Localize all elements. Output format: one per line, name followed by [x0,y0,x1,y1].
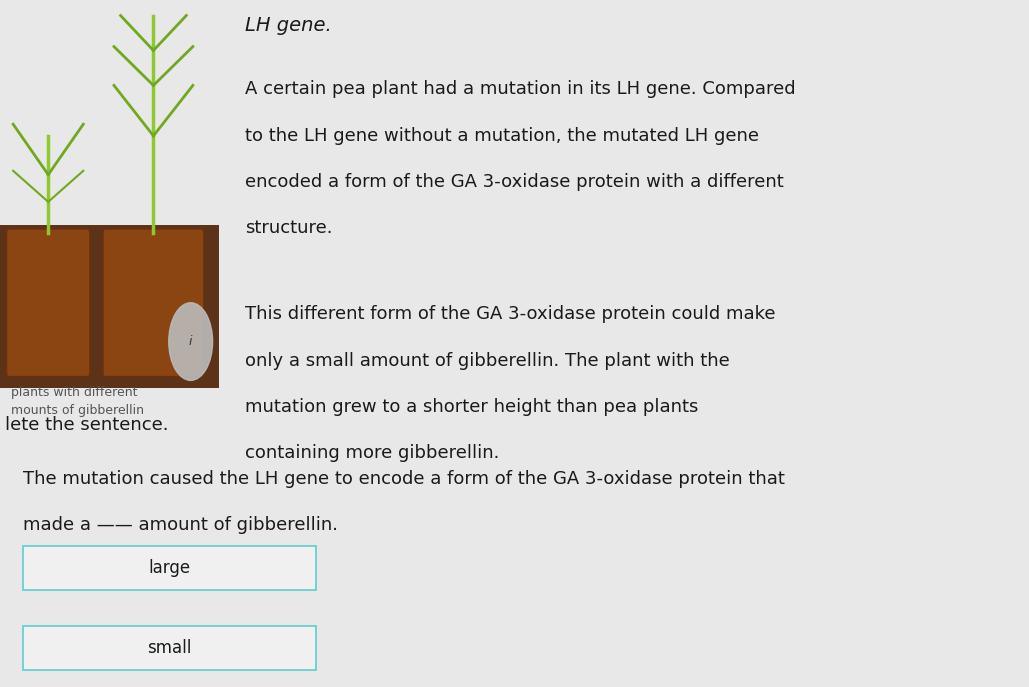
FancyBboxPatch shape [6,229,90,376]
Text: The mutation caused the LH gene to encode a form of the GA 3-oxidase protein tha: The mutation caused the LH gene to encod… [23,471,784,488]
Text: lete the sentence.: lete the sentence. [5,416,169,434]
Circle shape [169,303,213,381]
FancyBboxPatch shape [23,626,316,670]
Text: containing more gibberellin.: containing more gibberellin. [246,444,500,462]
Text: small: small [147,639,191,657]
Text: plants with different
mounts of gibberellin: plants with different mounts of gibberel… [11,386,144,418]
Text: encoded a form of the GA 3-oxidase protein with a different: encoded a form of the GA 3-oxidase prote… [246,173,784,191]
FancyBboxPatch shape [103,229,204,376]
Text: i: i [189,335,192,348]
Text: structure.: structure. [246,219,333,237]
Text: LH gene.: LH gene. [246,16,332,35]
Text: to the LH gene without a mutation, the mutated LH gene: to the LH gene without a mutation, the m… [246,126,759,144]
Text: only a small amount of gibberellin. The plant with the: only a small amount of gibberellin. The … [246,352,731,370]
FancyBboxPatch shape [23,546,316,590]
Text: mutation grew to a shorter height than pea plants: mutation grew to a shorter height than p… [246,398,699,416]
Text: A certain pea plant had a mutation in its LH gene. Compared: A certain pea plant had a mutation in it… [246,80,796,98]
Text: large: large [148,559,190,577]
Text: This different form of the GA 3-oxidase protein could make: This different form of the GA 3-oxidase … [246,306,776,324]
Text: made a —— amount of gibberellin.: made a —— amount of gibberellin. [23,516,338,534]
